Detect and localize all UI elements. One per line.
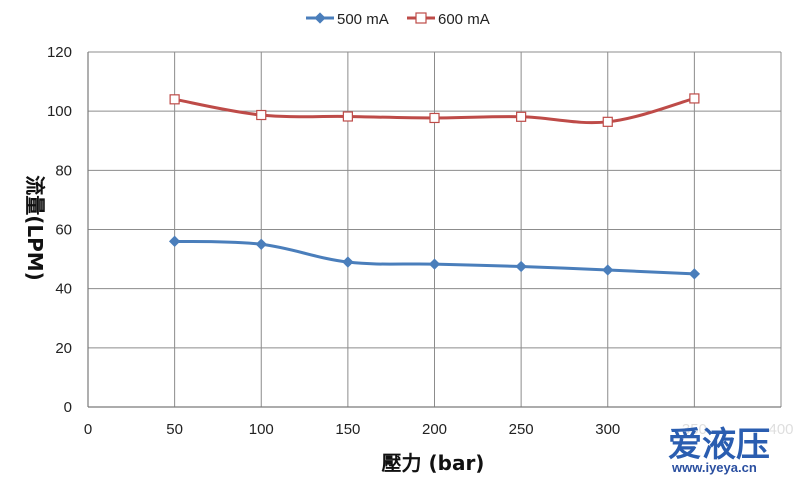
x-tick-label-5: 250 [509, 421, 534, 438]
y-tick-label-3: 60 [55, 222, 72, 239]
point-500ma-1 [255, 238, 267, 250]
x-tick-label-3: 150 [335, 421, 360, 438]
watermark-logo: 爱液压 www.iyeya.cn [666, 424, 798, 475]
point-600ma-3 [429, 112, 440, 124]
y-tick-label-6: 120 [47, 44, 72, 61]
point-600ma-4 [516, 111, 527, 122]
x-tick-label-0: 0 [84, 421, 92, 438]
point-600ma-0 [169, 94, 180, 105]
watermark-text: 爱液压 [668, 425, 770, 465]
legend-marker-500ma [314, 12, 326, 24]
series-layer [168, 93, 701, 280]
point-500ma-5 [602, 264, 614, 276]
y-axis-ticks: 0 20 40 60 80 100 120 [47, 44, 72, 416]
point-600ma-5 [602, 116, 613, 127]
legend: 500 mA 600 mA [306, 11, 490, 28]
legend-marker-600ma [415, 12, 427, 24]
x-tick-label-6: 300 [595, 421, 620, 438]
y-tick-label-0: 0 [64, 399, 72, 416]
point-500ma-4 [515, 260, 527, 273]
y-axis-title: 流量(LPM) [23, 175, 47, 281]
x-tick-label-4: 200 [422, 421, 447, 438]
point-500ma-2 [342, 256, 354, 268]
y-tick-label-5: 100 [47, 103, 72, 120]
y-tick-label-1: 20 [55, 340, 72, 357]
point-500ma-0 [168, 235, 181, 247]
point-600ma-1 [256, 109, 267, 121]
x-tick-label-1: 50 [166, 421, 183, 438]
x-axis-title: 壓力 (bar) [382, 451, 485, 475]
grid-lines [87, 51, 782, 408]
watermark-url: www.iyeya.cn [671, 460, 757, 475]
point-600ma-2 [342, 111, 353, 122]
legend-label-600ma: 600 mA [438, 11, 490, 28]
point-500ma-6 [688, 268, 701, 280]
y-tick-label-2: 40 [55, 281, 72, 298]
x-tick-label-2: 100 [249, 421, 274, 438]
point-500ma-3 [428, 258, 441, 270]
y-tick-label-4: 80 [55, 162, 72, 179]
point-600ma-6 [689, 93, 700, 104]
legend-label-500ma: 500 mA [337, 11, 389, 28]
